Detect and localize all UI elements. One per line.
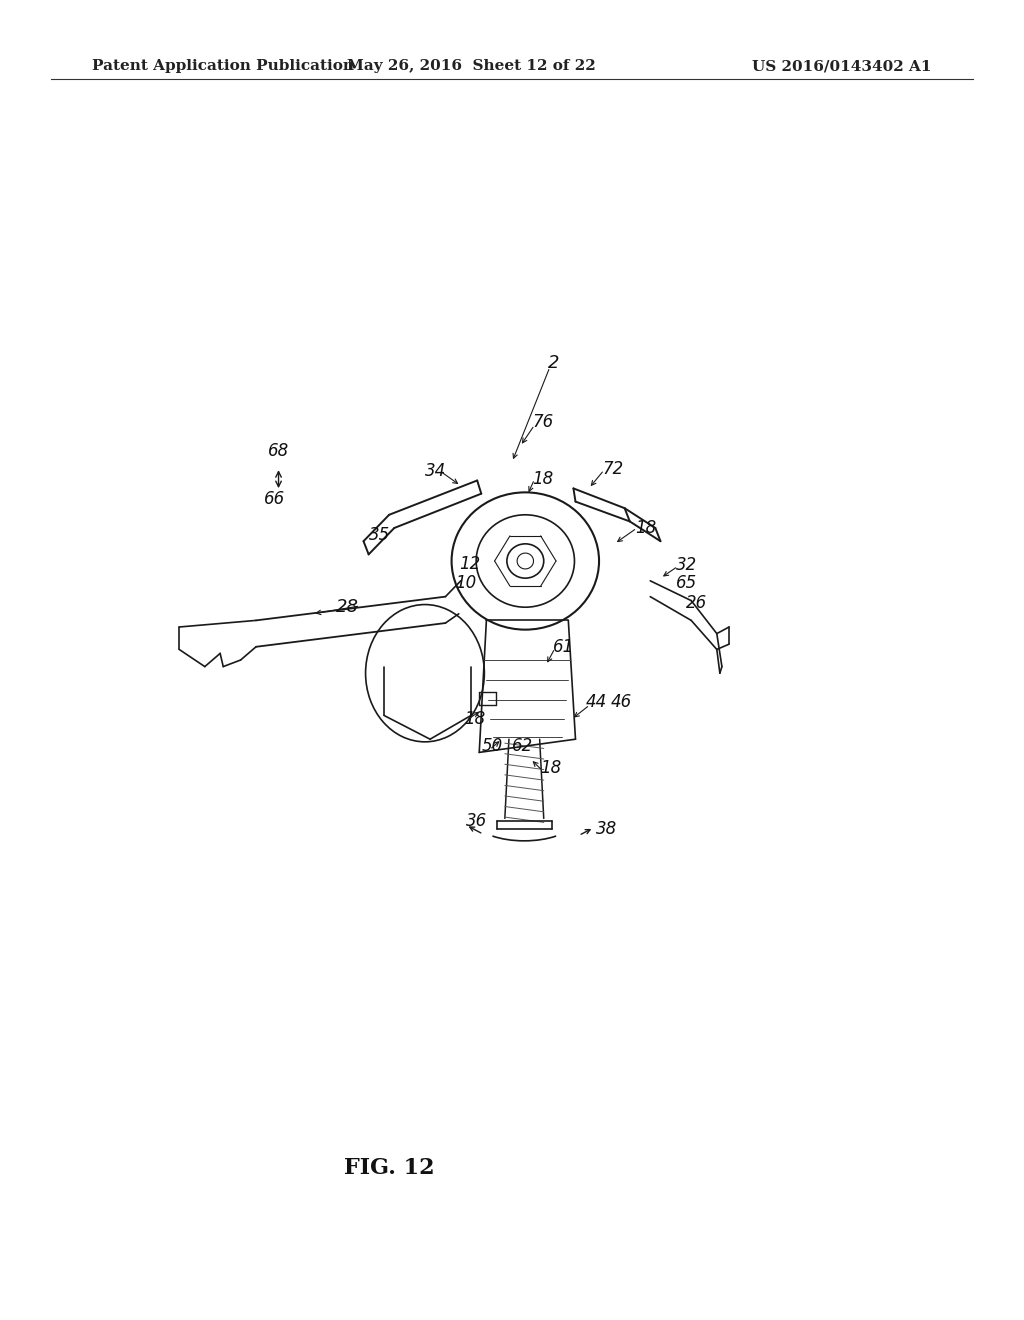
Text: 62: 62 xyxy=(512,737,534,755)
Text: 65: 65 xyxy=(676,574,697,593)
Text: 18: 18 xyxy=(532,470,554,488)
Text: US 2016/0143402 A1: US 2016/0143402 A1 xyxy=(753,59,932,74)
Text: 10: 10 xyxy=(456,574,477,593)
Text: 76: 76 xyxy=(532,413,554,432)
Text: 38: 38 xyxy=(596,820,617,838)
Text: 72: 72 xyxy=(602,459,624,478)
Text: 36: 36 xyxy=(466,812,487,830)
Text: 26: 26 xyxy=(686,594,708,612)
Text: 18: 18 xyxy=(635,519,656,537)
Text: FIG. 12: FIG. 12 xyxy=(344,1158,434,1179)
Text: 34: 34 xyxy=(425,462,446,480)
Text: 50: 50 xyxy=(481,737,503,755)
Text: 68: 68 xyxy=(268,442,290,461)
Text: 46: 46 xyxy=(610,693,632,711)
Text: Patent Application Publication: Patent Application Publication xyxy=(92,59,354,74)
Text: 66: 66 xyxy=(264,490,286,508)
Text: 44: 44 xyxy=(586,693,607,711)
Text: 12: 12 xyxy=(459,554,480,573)
Text: 32: 32 xyxy=(676,556,697,574)
Text: 2: 2 xyxy=(548,354,559,372)
Text: 18: 18 xyxy=(464,710,485,729)
Text: 61: 61 xyxy=(553,638,574,656)
Text: 35: 35 xyxy=(369,525,390,544)
Text: 28: 28 xyxy=(336,598,358,616)
Text: 18: 18 xyxy=(541,759,562,777)
Text: May 26, 2016  Sheet 12 of 22: May 26, 2016 Sheet 12 of 22 xyxy=(347,59,595,74)
